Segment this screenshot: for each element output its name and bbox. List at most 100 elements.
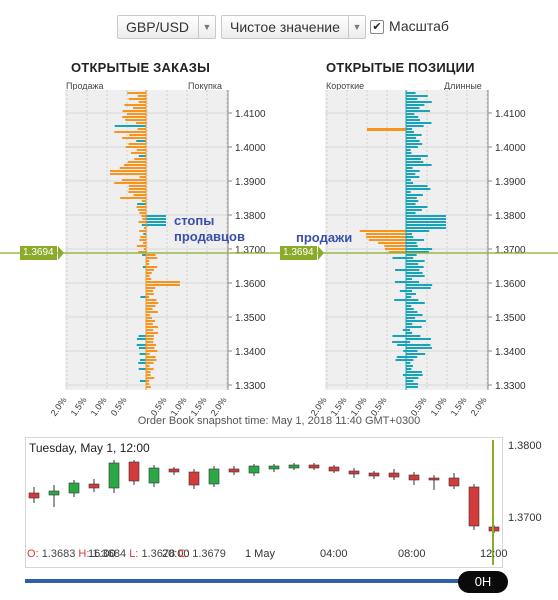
order-bar xyxy=(124,104,146,106)
order-bar xyxy=(146,347,155,349)
current-price-tag-left: 1.3694 xyxy=(20,246,57,260)
price-tick-label: 1.4000 xyxy=(495,143,526,154)
order-bar xyxy=(146,281,180,283)
price-tick-label: 1.3800 xyxy=(495,211,526,222)
order-bar xyxy=(146,224,166,226)
positions-short-label: Короткие xyxy=(326,81,365,91)
order-bar xyxy=(137,203,146,205)
candle-x-tick: 20:00 xyxy=(162,548,190,560)
candle-body xyxy=(328,466,340,472)
order-bar xyxy=(119,167,146,169)
order-bar xyxy=(138,362,146,364)
candle-body xyxy=(268,465,280,470)
position-bar xyxy=(365,233,406,235)
position-bar xyxy=(406,206,428,208)
order-bar xyxy=(146,314,150,316)
order-bar xyxy=(146,383,150,385)
candle-x-tick: 04:00 xyxy=(320,548,348,560)
scale-label: Масштаб xyxy=(389,18,449,34)
order-bar xyxy=(141,200,146,202)
sales-annotation: продажи xyxy=(296,230,353,245)
position-bar xyxy=(406,128,413,130)
candle-body xyxy=(228,468,240,473)
price-tick-label: 1.3300 xyxy=(495,381,526,392)
position-bar xyxy=(406,260,425,262)
candle-body xyxy=(248,465,260,474)
order-bar xyxy=(128,143,146,145)
position-bar xyxy=(406,110,430,112)
orders-sell-label: Продажа xyxy=(66,81,104,91)
position-bar xyxy=(406,248,433,250)
mode-select[interactable]: Чистое значение ▼ xyxy=(221,15,366,39)
ohlc-readout: O: 1.3683 H: 1.3684 L: 1.3678 C: 1.3679 xyxy=(27,548,226,560)
order-bar xyxy=(133,194,146,196)
candle-body xyxy=(128,461,140,482)
order-bar xyxy=(138,155,146,157)
positions-title: ОТКРЫТЫЕ ПОЗИЦИИ xyxy=(326,60,475,75)
position-bar xyxy=(406,371,422,373)
price-tick-label: 1.4000 xyxy=(235,143,266,154)
position-bar xyxy=(406,230,430,232)
orders-title: ОТКРЫТЫЕ ЗАКАЗЫ xyxy=(71,60,211,75)
candle-body xyxy=(368,472,380,477)
position-bar xyxy=(406,344,431,346)
order-bar xyxy=(138,209,146,211)
annotation-line: продавцов xyxy=(174,229,245,244)
order-bar xyxy=(139,359,146,361)
candle-date-label: Tuesday, May 1, 12:00 xyxy=(29,441,150,455)
scale-checkbox[interactable]: ✔ xyxy=(370,20,384,34)
order-bar xyxy=(146,266,158,268)
position-bar xyxy=(406,380,414,382)
order-bar xyxy=(125,146,146,148)
order-bar xyxy=(114,182,146,184)
position-bar xyxy=(367,128,406,131)
now-button[interactable]: 0Н xyxy=(458,571,508,593)
position-bar xyxy=(406,122,432,124)
order-bar xyxy=(142,254,146,256)
position-bar xyxy=(388,251,406,253)
order-bar xyxy=(146,257,158,259)
current-price-tag-right: 1.3694 xyxy=(280,246,317,260)
order-bar xyxy=(125,119,146,121)
order-bar xyxy=(146,218,166,220)
order-bar xyxy=(143,248,146,250)
order-bar xyxy=(142,266,146,268)
position-bar xyxy=(406,107,420,109)
position-bar xyxy=(406,173,416,175)
order-bar xyxy=(146,308,153,310)
order-bar xyxy=(146,296,150,298)
candle-body xyxy=(108,462,120,489)
position-bar xyxy=(406,239,425,241)
candle-body xyxy=(48,490,60,496)
order-bar xyxy=(146,299,157,301)
candlestick-chart[interactable] xyxy=(25,437,503,568)
position-bar xyxy=(406,113,415,115)
candle-body xyxy=(308,464,320,469)
position-bar xyxy=(406,311,418,313)
position-bar xyxy=(406,386,418,388)
position-bar xyxy=(406,167,413,169)
order-bar xyxy=(122,110,146,112)
timeline-slider[interactable] xyxy=(25,579,465,583)
candle-body xyxy=(188,471,200,486)
order-bar xyxy=(146,323,153,325)
position-bar xyxy=(406,320,426,322)
position-bar xyxy=(359,230,406,232)
orders-buy-label: Покупка xyxy=(188,81,223,91)
order-bar xyxy=(146,356,156,358)
order-bar xyxy=(139,176,146,178)
position-bar xyxy=(406,299,419,301)
position-bar xyxy=(406,158,421,160)
price-tick-label: 1.4100 xyxy=(235,109,266,120)
order-bar xyxy=(146,293,154,295)
candle-x-tick: 16:00 xyxy=(88,548,116,560)
order-bar xyxy=(128,188,146,190)
position-bar xyxy=(406,368,412,370)
currency-pair-select[interactable]: GBP/USD ▼ xyxy=(117,15,216,39)
position-bar xyxy=(406,95,428,97)
position-bar xyxy=(406,350,418,352)
position-bar xyxy=(406,365,413,367)
price-tick-label: 1.3600 xyxy=(495,279,526,290)
order-bar xyxy=(114,131,146,133)
order-book-charts: 1.4100 1.4000 1.3900 1.3800 1.3700 1.3600 1.35… xyxy=(0,90,558,418)
